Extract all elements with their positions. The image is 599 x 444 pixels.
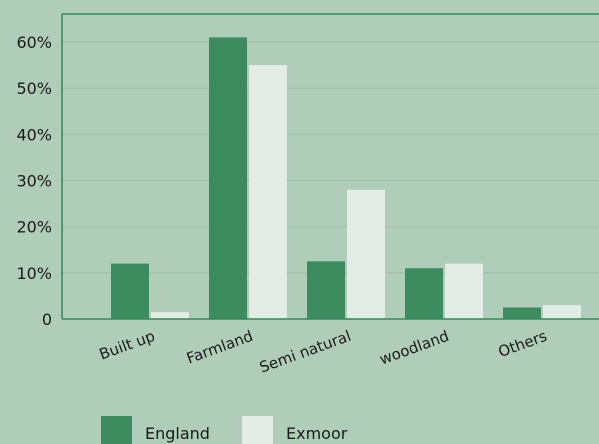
legend-label-england: England bbox=[145, 424, 210, 443]
gridlines bbox=[62, 41, 599, 274]
x-category-label: Built up bbox=[97, 327, 157, 364]
x-category-label: Semi natural bbox=[257, 327, 353, 377]
axes bbox=[61, 13, 599, 320]
bar-exmoor-farmland bbox=[249, 65, 287, 319]
bar-england-built-up bbox=[111, 263, 149, 319]
bar-england-others bbox=[503, 307, 541, 319]
bar-exmoor-others bbox=[543, 305, 581, 319]
legend: England Exmoor bbox=[101, 416, 348, 444]
legend-swatch-england bbox=[101, 416, 132, 444]
legend-swatch-exmoor bbox=[242, 416, 273, 444]
bar-england-farmland bbox=[209, 37, 247, 320]
y-tick-label: 10% bbox=[16, 264, 52, 283]
x-category-label: Others bbox=[496, 327, 550, 361]
x-category-label: Farmland bbox=[184, 327, 255, 368]
bar-england-woodland bbox=[405, 268, 443, 319]
bar-exmoor-semi-natural bbox=[347, 189, 385, 319]
bar-exmoor-built-up bbox=[151, 312, 189, 319]
bar-england-semi-natural bbox=[307, 261, 345, 319]
y-tick-label: 40% bbox=[16, 125, 52, 144]
x-axis-category-labels: Built up Farmland Semi natural woodland Othe… bbox=[97, 327, 550, 377]
x-category-label: woodland bbox=[377, 327, 451, 369]
y-tick-label: 60% bbox=[16, 33, 52, 52]
y-tick-label: 0 bbox=[42, 310, 52, 329]
y-tick-label: 30% bbox=[16, 172, 52, 191]
y-axis-tick-labels: 0 10% 20% 30% 40% 50% 60% bbox=[16, 33, 52, 329]
legend-label-exmoor: Exmoor bbox=[286, 424, 348, 443]
bar-exmoor-woodland bbox=[445, 263, 483, 319]
bars bbox=[111, 37, 581, 320]
y-tick-label: 20% bbox=[16, 218, 52, 237]
y-tick-label: 50% bbox=[16, 79, 52, 98]
